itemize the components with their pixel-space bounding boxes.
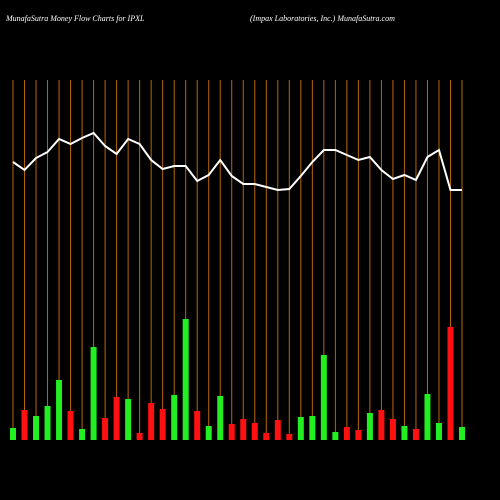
- bar: [332, 432, 339, 440]
- bar: [447, 327, 454, 440]
- bar: [251, 423, 258, 440]
- bar: [389, 419, 396, 440]
- bar: [355, 430, 362, 440]
- bar: [44, 406, 51, 440]
- bar: [412, 429, 419, 440]
- bar: [435, 423, 442, 440]
- bar: [171, 395, 178, 440]
- bar: [125, 399, 132, 440]
- chart-subtitle: (Impax Laboratories, Inc.) MunafaSutra.c…: [250, 14, 395, 23]
- bar: [56, 380, 63, 440]
- bar: [378, 410, 385, 440]
- bar: [10, 428, 16, 440]
- bar: [205, 426, 212, 440]
- bar: [424, 394, 431, 440]
- bar: [263, 433, 270, 440]
- bar: [148, 403, 155, 440]
- bar: [274, 420, 281, 440]
- bar: [240, 419, 247, 440]
- bar: [228, 424, 235, 440]
- bar: [286, 434, 293, 440]
- bar: [320, 355, 327, 440]
- bar: [217, 396, 224, 440]
- bar: [194, 411, 201, 440]
- bar: [33, 416, 40, 440]
- bar: [401, 426, 408, 440]
- bar: [182, 319, 189, 440]
- bar: [113, 397, 120, 440]
- bar: [67, 411, 74, 440]
- money-flow-line: [12, 131, 462, 192]
- bar: [297, 417, 304, 440]
- bar: [366, 413, 373, 440]
- bar: [159, 409, 166, 440]
- bar: [102, 418, 109, 440]
- chart-title: MunafaSutra Money Flow Charts for IPXL: [5, 14, 145, 23]
- bar: [79, 429, 86, 440]
- bar: [136, 433, 143, 440]
- bar: [90, 347, 97, 440]
- bar: [309, 416, 316, 440]
- bar: [459, 427, 465, 440]
- bar: [343, 427, 350, 440]
- bar: [21, 410, 28, 440]
